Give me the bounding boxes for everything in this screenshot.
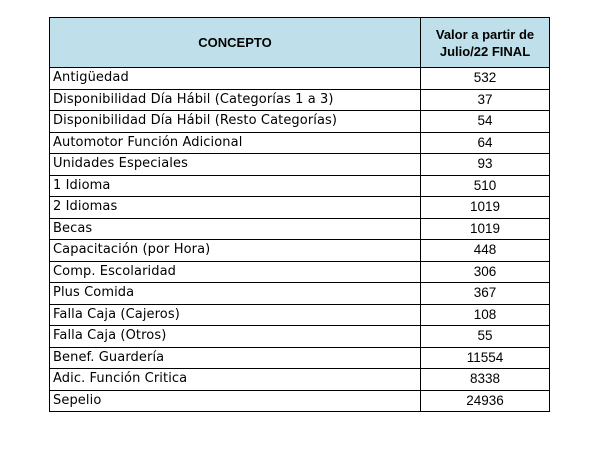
concept-cell: Plus Comida bbox=[49, 282, 421, 305]
value-cell: 510 bbox=[420, 174, 550, 197]
concept-cell: Disponibilidad Día Hábil (Resto Categorí… bbox=[49, 110, 421, 133]
value-cell: 11554 bbox=[420, 346, 550, 369]
concept-cell: 1 Idioma bbox=[49, 174, 421, 197]
table-row: Becas 1019 bbox=[49, 217, 550, 240]
value-cell: 108 bbox=[420, 303, 550, 326]
concept-cell: Comp. Escolaridad bbox=[49, 260, 421, 283]
concept-value-table: CONCEPTO Valor a partir de Julio/22 FINA… bbox=[49, 17, 550, 412]
table-row: Automotor Función Adicional 64 bbox=[49, 131, 550, 154]
value-cell: 448 bbox=[420, 239, 550, 262]
table-row: Adic. Función Critica 8338 bbox=[49, 368, 550, 391]
value-cell: 306 bbox=[420, 260, 550, 283]
value-cell: 93 bbox=[420, 153, 550, 176]
table-header: CONCEPTO Valor a partir de Julio/22 FINA… bbox=[49, 17, 550, 68]
value-cell: 55 bbox=[420, 325, 550, 348]
table-body: Antigüedad 532 Disponibilidad Día Hábil … bbox=[49, 67, 550, 412]
table-row: Benef. Guardería 11554 bbox=[49, 346, 550, 369]
value-cell: 37 bbox=[420, 88, 550, 111]
concept-cell: Sepelio bbox=[49, 389, 421, 412]
concept-cell: Benef. Guardería bbox=[49, 346, 421, 369]
concept-cell: Falla Caja (Otros) bbox=[49, 325, 421, 348]
table-row: Disponibilidad Día Hábil (Categorías 1 a… bbox=[49, 88, 550, 111]
value-cell: 1019 bbox=[420, 217, 550, 240]
header-row: CONCEPTO Valor a partir de Julio/22 FINA… bbox=[49, 17, 550, 68]
table-row: Falla Caja (Otros) 55 bbox=[49, 325, 550, 348]
value-cell: 1019 bbox=[420, 196, 550, 219]
table-row: 1 Idioma 510 bbox=[49, 174, 550, 197]
concept-cell: Antigüedad bbox=[49, 67, 421, 90]
concept-cell: Adic. Función Critica bbox=[49, 368, 421, 391]
header-concept: CONCEPTO bbox=[49, 17, 421, 68]
table-row: Unidades Especiales 93 bbox=[49, 153, 550, 176]
table-row: Plus Comida 367 bbox=[49, 282, 550, 305]
concept-cell: 2 Idiomas bbox=[49, 196, 421, 219]
value-cell: 8338 bbox=[420, 368, 550, 391]
value-cell: 532 bbox=[420, 67, 550, 90]
table-row: Capacitación (por Hora) 448 bbox=[49, 239, 550, 262]
table-row: 2 Idiomas 1019 bbox=[49, 196, 550, 219]
header-value: Valor a partir de Julio/22 FINAL bbox=[420, 17, 550, 68]
concept-cell: Disponibilidad Día Hábil (Categorías 1 a… bbox=[49, 88, 421, 111]
concept-cell: Becas bbox=[49, 217, 421, 240]
concept-cell: Automotor Función Adicional bbox=[49, 131, 421, 154]
table-row: Comp. Escolaridad 306 bbox=[49, 260, 550, 283]
value-cell: 24936 bbox=[420, 389, 550, 412]
value-cell: 64 bbox=[420, 131, 550, 154]
table-row: Sepelio 24936 bbox=[49, 389, 550, 412]
value-cell: 367 bbox=[420, 282, 550, 305]
table-row: Antigüedad 532 bbox=[49, 67, 550, 90]
value-cell: 54 bbox=[420, 110, 550, 133]
concept-cell: Unidades Especiales bbox=[49, 153, 421, 176]
table-row: Disponibilidad Día Hábil (Resto Categorí… bbox=[49, 110, 550, 133]
concept-cell: Falla Caja (Cajeros) bbox=[49, 303, 421, 326]
table-row: Falla Caja (Cajeros) 108 bbox=[49, 303, 550, 326]
concept-cell: Capacitación (por Hora) bbox=[49, 239, 421, 262]
